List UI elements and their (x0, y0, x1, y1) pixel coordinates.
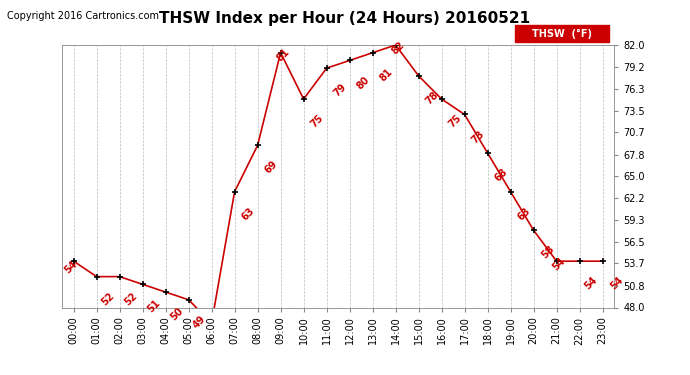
Text: Copyright 2016 Cartronics.com: Copyright 2016 Cartronics.com (7, 11, 159, 21)
Text: 52: 52 (122, 291, 139, 307)
Text: 46: 46 (0, 374, 1, 375)
Text: THSW  (°F): THSW (°F) (532, 29, 591, 39)
Text: 58: 58 (539, 244, 556, 261)
Text: 81: 81 (378, 67, 395, 83)
Text: 63: 63 (516, 206, 533, 222)
Text: 54: 54 (63, 258, 79, 275)
Text: 78: 78 (424, 90, 441, 106)
Text: 82: 82 (390, 39, 406, 56)
Text: 69: 69 (263, 159, 279, 176)
Text: THSW Index per Hour (24 Hours) 20160521: THSW Index per Hour (24 Hours) 20160521 (159, 11, 531, 26)
Text: 75: 75 (309, 113, 326, 129)
FancyBboxPatch shape (515, 26, 609, 42)
Text: 52: 52 (99, 291, 116, 307)
Text: 79: 79 (332, 82, 348, 99)
Text: 75: 75 (447, 113, 464, 129)
Text: 68: 68 (493, 167, 510, 184)
Text: 81: 81 (275, 47, 292, 64)
Text: 54: 54 (582, 275, 599, 292)
Text: 54: 54 (551, 256, 568, 272)
Text: 54: 54 (608, 275, 624, 292)
Text: 73: 73 (470, 128, 486, 145)
Text: 49: 49 (191, 314, 208, 330)
Text: 63: 63 (240, 206, 257, 222)
Text: 51: 51 (146, 298, 162, 315)
Text: 80: 80 (355, 74, 372, 91)
Text: 50: 50 (168, 306, 185, 322)
